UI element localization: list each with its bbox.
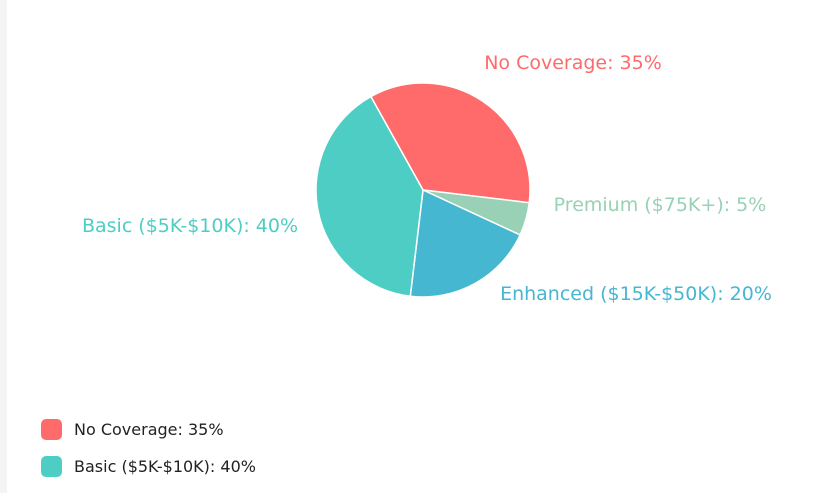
- legend-item-basic[interactable]: Basic ($5K-$10K): 40%: [41, 455, 256, 477]
- legend-item-no-coverage[interactable]: No Coverage: 35%: [41, 418, 256, 440]
- pie-slice-labels: No Coverage: 35% Premium ($75K+): 5% Enhan…: [82, 52, 772, 305]
- pie-slice[interactable]: [369, 82, 531, 204]
- left-border: [0, 0, 7, 493]
- pie-slices: [315, 82, 531, 298]
- pie-slice-label: Premium ($75K+): 5%: [554, 194, 767, 216]
- pie-slice-label: Enhanced ($15K-$50K): 20%: [500, 283, 772, 305]
- legend-label-basic: Basic ($5K-$10K): 40%: [74, 456, 256, 476]
- legend-swatch-basic: [41, 455, 62, 477]
- pie-slice-label: Basic ($5K-$10K): 40%: [82, 215, 298, 237]
- legend: No Coverage: 35% Basic ($5K-$10K): 40%: [41, 418, 256, 492]
- pie-slice-label: No Coverage: 35%: [484, 52, 662, 74]
- legend-swatch-no-coverage: [41, 418, 62, 440]
- pie-chart: No Coverage: 35% Premium ($75K+): 5% Enhan…: [82, 52, 772, 305]
- pie-slice[interactable]: [409, 188, 522, 298]
- pie-slice[interactable]: [315, 95, 424, 298]
- legend-label-no-coverage: No Coverage: 35%: [74, 419, 224, 439]
